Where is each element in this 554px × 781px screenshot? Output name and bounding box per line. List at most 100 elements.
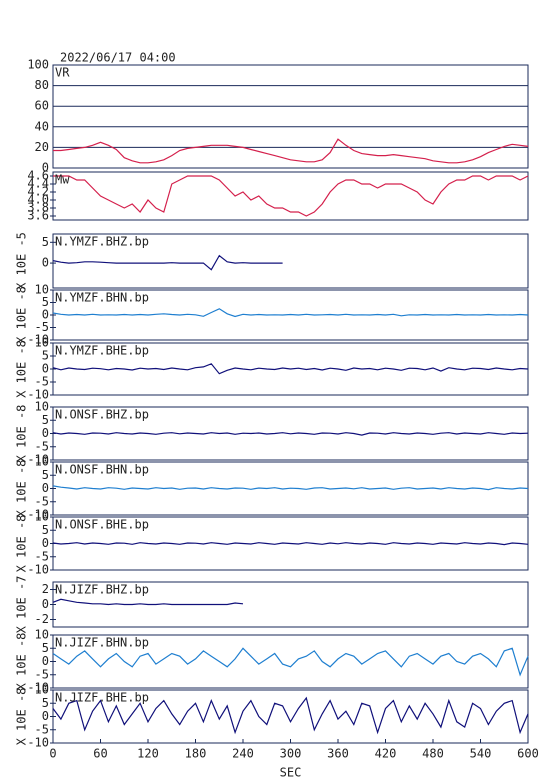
y-axis-label: X 10E -8 <box>15 340 29 398</box>
y-axis-label: X 10E -5 <box>15 232 29 290</box>
y-tick-label: -10 <box>27 388 49 402</box>
y-tick-label: 10 <box>35 283 49 297</box>
x-tick-label: 240 <box>232 747 254 761</box>
y-tick-label: 100 <box>27 58 49 72</box>
y-tick-label: -5 <box>35 320 49 334</box>
y-axis-label: X 10E -8 <box>15 633 29 691</box>
y-tick-label: 0 <box>42 597 49 611</box>
y-tick-label: 10 <box>35 455 49 469</box>
trace <box>52 254 283 271</box>
x-tick-label: 0 <box>49 747 56 761</box>
y-tick-label: 0 <box>42 536 49 550</box>
panel-label: N.ONSF.BHZ.bp <box>55 408 149 422</box>
y-tick-label: 10 <box>35 336 49 350</box>
y-tick-label: -5 <box>35 667 49 681</box>
y-tick-label: 0 <box>42 161 49 175</box>
x-tick-label: 540 <box>470 747 492 761</box>
y-tick-label: -5 <box>35 722 49 736</box>
panel-frame <box>52 171 529 221</box>
y-tick-label: -10 <box>27 333 49 347</box>
y-tick-label: -10 <box>27 736 49 750</box>
y-tick-label: -5 <box>35 494 49 508</box>
y-tick-label: 0 <box>42 709 49 723</box>
x-tick-label: 480 <box>422 747 444 761</box>
x-tick-label: 180 <box>185 747 207 761</box>
y-tick-label: 5 <box>42 523 49 537</box>
x-tick-label: 300 <box>280 747 302 761</box>
panel-frame <box>52 64 529 169</box>
panel-label: N.YMZF.BHN.bp <box>55 291 149 305</box>
y-tick-label: 4.6 <box>27 169 49 183</box>
trace <box>52 485 529 491</box>
x-tick-label: 120 <box>137 747 159 761</box>
panel-label: VR <box>55 66 70 80</box>
y-tick-label: 0 <box>42 308 49 322</box>
y-axis-label: X 10E -7 <box>15 576 29 634</box>
y-tick-label: -10 <box>27 508 49 522</box>
y-tick-label: 60 <box>35 99 49 113</box>
x-tick-label: 600 <box>517 747 539 761</box>
y-tick-label: 20 <box>35 140 49 154</box>
y-axis-label: X 10E -8 <box>15 286 29 344</box>
trace <box>52 308 529 318</box>
y-tick-label: 3.6 <box>27 209 49 223</box>
x-tick-label: 360 <box>327 747 349 761</box>
y-tick-label: -10 <box>27 563 49 577</box>
y-tick-label: 80 <box>35 78 49 92</box>
x-tick-label: 420 <box>375 747 397 761</box>
y-axis-label: X 10E -8 <box>15 688 29 746</box>
panel-label: N.ONSF.BHN.bp <box>55 463 149 477</box>
y-tick-label: 0 <box>42 362 49 376</box>
y-axis-label: X 10E -8 <box>15 405 29 463</box>
trace <box>52 598 244 606</box>
panel-frame <box>52 581 529 628</box>
trace <box>52 647 529 677</box>
y-tick-label: 4.0 <box>27 193 49 207</box>
y-tick-label: 0 <box>42 481 49 495</box>
y-tick-label: 0 <box>42 654 49 668</box>
trace <box>53 175 529 217</box>
y-tick-label: 0 <box>42 256 49 270</box>
y-tick-label: 10 <box>35 400 49 414</box>
y-tick-label: 5 <box>42 696 49 710</box>
panel-label: N.YMZF.BHE.bp <box>55 344 149 358</box>
trace <box>53 138 529 164</box>
x-tick-label: 60 <box>93 747 107 761</box>
y-tick-label: 5 <box>42 235 49 249</box>
y-tick-label: 40 <box>35 119 49 133</box>
y-tick-label: -10 <box>27 453 49 467</box>
panel-label: Mw <box>55 173 70 187</box>
y-tick-label: 5 <box>42 349 49 363</box>
chart-title: 2022/06/17 04:00 <box>60 51 176 65</box>
panel-label: N.YMZF.BHZ.bp <box>55 235 149 249</box>
panel-frame <box>52 634 529 689</box>
y-tick-label: -2 <box>35 612 49 626</box>
trace <box>52 696 529 735</box>
y-axis-label: X 10E -8 <box>15 515 29 573</box>
x-axis-label: SEC <box>280 766 302 780</box>
y-tick-label: 5 <box>42 295 49 309</box>
trace <box>52 363 529 375</box>
y-tick-label: -5 <box>35 439 49 453</box>
y-tick-label: -5 <box>35 375 49 389</box>
panel-label: N.JIZF.BHZ.bp <box>55 583 149 597</box>
y-tick-label: 4.4 <box>27 177 49 191</box>
y-tick-label: 5 <box>42 413 49 427</box>
y-tick-label: -10 <box>27 681 49 695</box>
y-tick-label: -5 <box>35 549 49 563</box>
y-tick-label: 0 <box>42 426 49 440</box>
y-tick-label: 10 <box>35 683 49 697</box>
trace <box>52 432 529 436</box>
panel-label: N.JIZF.BHE.bp <box>55 691 149 705</box>
y-tick-label: 2 <box>42 582 49 596</box>
y-tick-label: 10 <box>35 510 49 524</box>
y-axis-label: X 10E -8 <box>15 460 29 518</box>
y-tick-label: 3.8 <box>27 201 49 215</box>
y-tick-label: 4.2 <box>27 185 49 199</box>
panel-label: N.JIZF.BHN.bp <box>55 636 149 650</box>
trace <box>52 542 529 546</box>
y-tick-label: 10 <box>35 628 49 642</box>
y-tick-label: 5 <box>42 641 49 655</box>
